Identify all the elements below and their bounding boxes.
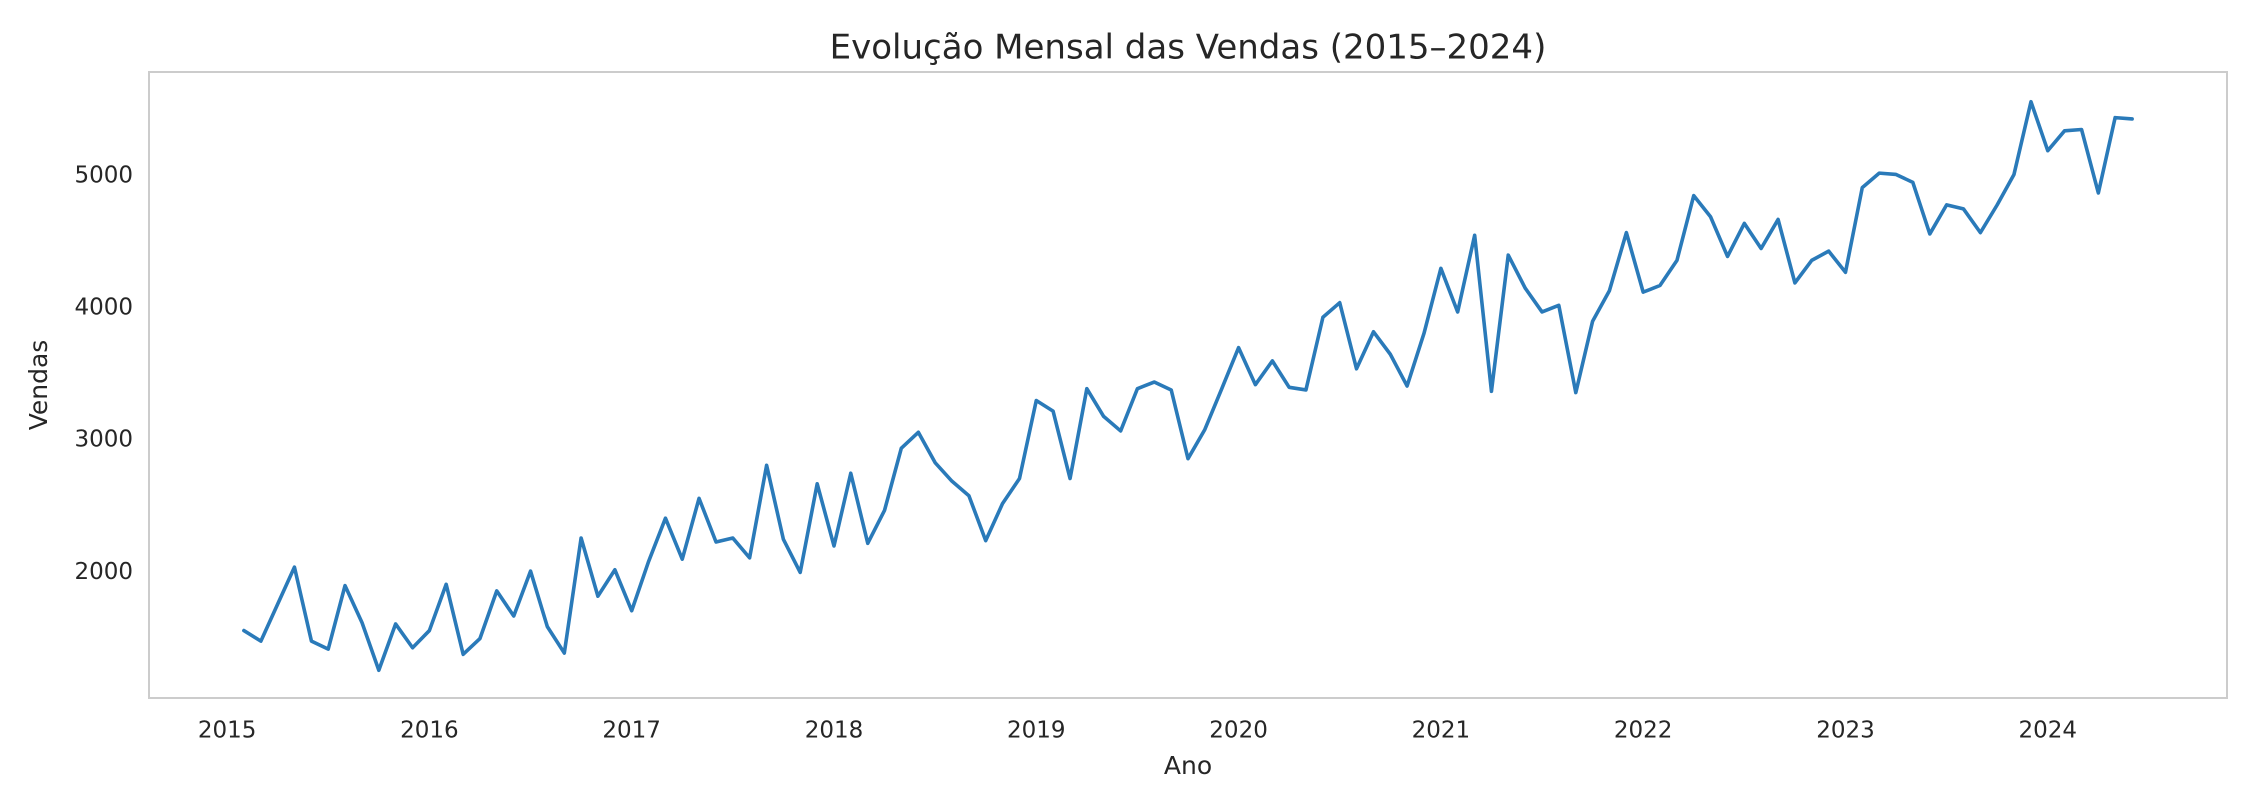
chart-title: Evolução Mensal das Vendas (2015–2024)	[830, 28, 1547, 68]
y-tick-label: 2000	[74, 559, 133, 585]
x-tick-label: 2015	[198, 718, 257, 744]
y-tick-label: 4000	[74, 294, 133, 320]
x-axis-label: Ano	[1164, 751, 1212, 780]
y-tick-label: 3000	[74, 427, 133, 453]
x-tick-label: 2021	[1412, 718, 1471, 744]
data-line	[242, 99, 2134, 673]
y-axis-label: Vendas	[24, 340, 53, 431]
x-tick-label: 2023	[1816, 718, 1875, 744]
x-tick-label: 2019	[1007, 718, 1066, 744]
x-tick-label: 2018	[805, 718, 864, 744]
y-tick-label: 5000	[74, 162, 133, 188]
x-tick-label: 2020	[1209, 718, 1268, 744]
x-tick-label: 2016	[400, 718, 459, 744]
x-tick-label: 2024	[2018, 718, 2077, 744]
plot-frame	[148, 71, 2228, 699]
x-tick-label: 2022	[1614, 718, 1673, 744]
x-tick-label: 2017	[602, 718, 661, 744]
